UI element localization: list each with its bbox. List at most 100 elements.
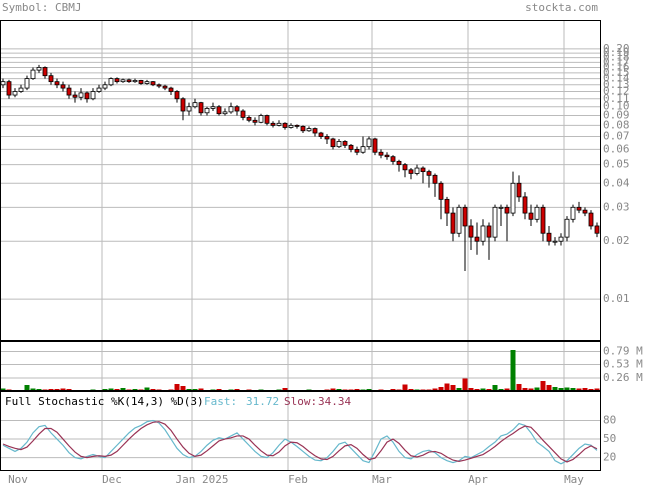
candle-body bbox=[42, 67, 48, 77]
candle-body bbox=[534, 206, 540, 220]
volume-bar bbox=[330, 388, 336, 391]
candle-body bbox=[114, 78, 120, 83]
volume-bar bbox=[282, 388, 288, 391]
candle-body bbox=[486, 225, 492, 238]
candle-body bbox=[330, 138, 336, 148]
volume-bar bbox=[510, 350, 516, 391]
volume-bar bbox=[24, 385, 30, 391]
candle-body bbox=[504, 206, 510, 214]
candle-body bbox=[186, 106, 192, 112]
candle-body bbox=[432, 174, 438, 184]
candle-body bbox=[102, 84, 108, 89]
candle-body bbox=[234, 106, 240, 112]
legend-slow: Slow: bbox=[284, 395, 317, 408]
volume-bar bbox=[516, 384, 522, 391]
volume-bar bbox=[552, 387, 558, 391]
volume-panel bbox=[0, 341, 601, 391]
y-tick-label: 0.20 bbox=[603, 42, 630, 55]
candle-body bbox=[426, 171, 432, 176]
legend-fast-value: 31.72 bbox=[246, 395, 279, 408]
candle-body bbox=[546, 232, 552, 242]
y-tick-label: 0.05 bbox=[603, 158, 630, 171]
candle-body bbox=[444, 198, 450, 214]
candle-body bbox=[522, 196, 528, 214]
candle-body bbox=[552, 240, 558, 243]
y-tick-label: 0.03 bbox=[603, 200, 630, 213]
candle-body bbox=[294, 124, 300, 127]
y-tick-label: 0.18 bbox=[603, 51, 630, 64]
candle-body bbox=[450, 212, 456, 234]
y-tick-label: 0.04 bbox=[603, 176, 630, 189]
candle-body bbox=[564, 218, 570, 238]
candle-body bbox=[306, 128, 312, 132]
candle-body bbox=[222, 111, 228, 115]
y-tick-label: 0.15 bbox=[603, 66, 630, 79]
y-tick-label: 50 bbox=[603, 432, 616, 445]
candle-body bbox=[30, 69, 36, 80]
volume-bar bbox=[492, 385, 498, 391]
y-tick-label: 80 bbox=[603, 413, 616, 426]
candle-body bbox=[402, 164, 408, 171]
candle-body bbox=[246, 117, 252, 121]
candle-body bbox=[162, 85, 168, 89]
candle-body bbox=[462, 206, 468, 227]
candle-body bbox=[132, 80, 138, 83]
volume-bar bbox=[540, 381, 546, 391]
x-tick-label: Feb bbox=[288, 473, 308, 486]
candle-body bbox=[120, 79, 126, 83]
y-tick-label: 0.14 bbox=[603, 72, 630, 85]
volume-bar bbox=[444, 383, 450, 391]
candle-body bbox=[78, 92, 84, 98]
y-tick-label: 0.07 bbox=[603, 130, 630, 143]
volume-bar bbox=[528, 388, 534, 391]
candle-body bbox=[492, 206, 498, 238]
candle-body bbox=[390, 156, 396, 162]
volume-bar bbox=[30, 388, 36, 391]
y-tick-label: 0.09 bbox=[603, 109, 630, 122]
candle-body bbox=[384, 154, 390, 158]
y-tick-label: 0.01 bbox=[603, 292, 630, 305]
y-tick-label: 0.02 bbox=[603, 234, 630, 247]
candle-body bbox=[198, 102, 204, 114]
candle-body bbox=[510, 182, 516, 214]
candle-body bbox=[588, 212, 594, 227]
candle-body bbox=[318, 132, 324, 137]
volume-bar bbox=[582, 388, 588, 391]
candle-body bbox=[216, 106, 222, 115]
candle-body bbox=[96, 87, 102, 92]
candle-body bbox=[48, 75, 54, 83]
legend-slow-value: 34.34 bbox=[318, 395, 351, 408]
candle-body bbox=[468, 225, 474, 238]
candle-body bbox=[72, 94, 78, 98]
candle-body bbox=[582, 209, 588, 214]
candle-body bbox=[192, 102, 198, 108]
candle-body bbox=[168, 87, 174, 92]
volume-bar bbox=[522, 388, 528, 391]
volume-bar bbox=[120, 388, 126, 391]
symbol: Symbol: CBMJ bbox=[2, 1, 81, 14]
candle-body bbox=[354, 149, 360, 153]
candle-body bbox=[396, 160, 402, 166]
volume-bar bbox=[564, 387, 570, 391]
volume-bar bbox=[198, 388, 204, 391]
volume-bar bbox=[174, 384, 180, 391]
candle-body bbox=[156, 84, 162, 87]
candle-body bbox=[54, 81, 60, 86]
candle-body bbox=[66, 87, 72, 96]
candle-body bbox=[84, 92, 90, 100]
y-tick-label: 0.11 bbox=[603, 92, 630, 105]
candle-body bbox=[438, 182, 444, 200]
volume-bar bbox=[576, 388, 582, 391]
volume-bar bbox=[534, 387, 540, 391]
candle-body bbox=[126, 79, 132, 83]
volume-bar bbox=[504, 388, 510, 391]
volume-bar bbox=[432, 388, 438, 391]
candle-body bbox=[36, 67, 42, 71]
candle-body bbox=[252, 119, 258, 123]
volume-bar bbox=[144, 387, 150, 391]
volume-bar bbox=[438, 387, 444, 391]
y-tick-label: 0.13 bbox=[603, 78, 630, 91]
y-tick-label: 0.53 M bbox=[603, 358, 643, 371]
volume-bar bbox=[108, 388, 114, 391]
